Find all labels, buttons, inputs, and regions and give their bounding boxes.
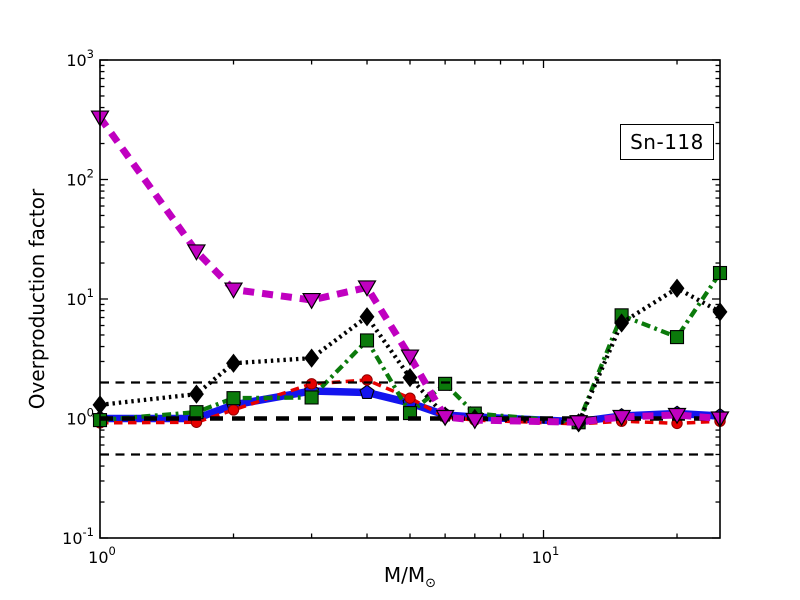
marker-triangle-down-magenta-dashed-triangles	[465, 412, 485, 430]
plot-area	[100, 60, 720, 538]
x-tick-label: 100	[88, 544, 116, 567]
y-tick-label: 102	[66, 167, 94, 190]
marker-circle-red-dashed-circles	[305, 378, 318, 390]
sun-symbol-icon: ⊙	[425, 576, 437, 591]
marker-circle-red-dashed-circles	[227, 404, 240, 416]
marker-diamond-black-dotted-diamonds	[226, 353, 241, 373]
x-axis-label-text: M/M	[383, 563, 426, 587]
axes-frame	[99, 59, 721, 539]
marker-triangle-down-magenta-dashed-triangles	[357, 280, 377, 297]
marker-circle-red-dashed-circles	[361, 374, 373, 386]
marker-pentagon-blue-solid-pentagons	[359, 384, 375, 399]
marker-circle-red-dashed-circles	[404, 392, 416, 404]
marker-diamond-black-dotted-diamonds	[304, 348, 320, 368]
marker-triangle-down-magenta-dashed-triangles	[612, 409, 632, 427]
y-tick-label: 100	[66, 406, 94, 429]
marker-triangle-down-magenta-dashed-triangles	[435, 409, 455, 427]
marker-square-green-dashdot-squares	[438, 376, 453, 391]
y-axis-label: Overproduction factor	[25, 188, 49, 410]
y-tick-label: 101	[66, 286, 94, 309]
marker-triangle-down-magenta-dashed-triangles	[302, 292, 322, 310]
marker-diamond-black-dotted-diamonds	[359, 307, 375, 327]
series-line-red-dashed-circles	[99, 378, 721, 426]
marker-triangle-down-magenta-dashed-triangles	[569, 415, 589, 432]
marker-diamond-black-dotted-diamonds	[669, 278, 685, 298]
x-tick-label: 101	[532, 544, 560, 567]
marker-square-green-dashdot-squares	[669, 330, 685, 345]
y-tick-label: 10-1	[62, 525, 94, 548]
y-tick-label: 103	[66, 47, 94, 70]
marker-triangle-down-magenta-dashed-triangles	[667, 407, 687, 425]
marker-square-green-dashdot-squares	[304, 390, 319, 405]
marker-square-green-dashdot-squares	[226, 391, 241, 406]
marker-triangle-down-magenta-dashed-triangles	[223, 282, 244, 299]
marker-triangle-down-magenta-dashed-triangles	[400, 349, 420, 366]
isotope-label-box: Sn-118	[620, 124, 714, 160]
marker-diamond-black-dotted-diamonds	[189, 384, 204, 404]
marker-diamond-black-dotted-diamonds	[614, 313, 630, 333]
marker-square-green-dashdot-squares	[359, 333, 375, 348]
x-axis-label: M/M⊙	[384, 563, 436, 591]
marker-triangle-down-magenta-dashed-triangles	[186, 244, 206, 261]
